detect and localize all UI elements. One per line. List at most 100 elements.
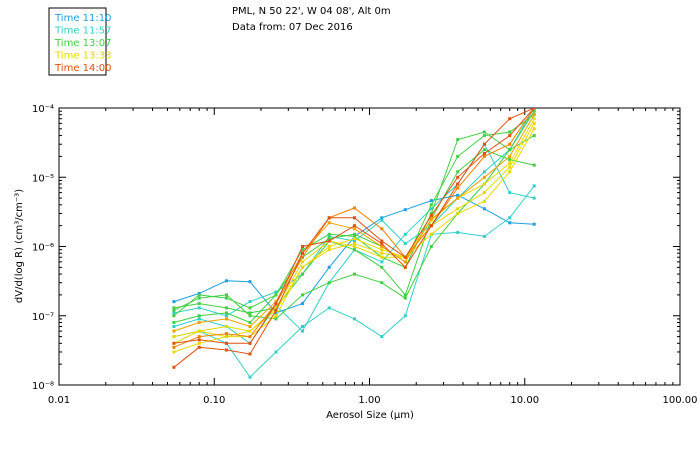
x-tick-label: 0.10 — [203, 395, 225, 406]
data-point — [482, 152, 486, 155]
data-point — [172, 308, 176, 312]
data-point — [353, 317, 356, 321]
data-point — [456, 207, 460, 211]
data-point — [225, 279, 228, 283]
data-point — [274, 350, 278, 354]
data-point — [380, 218, 384, 222]
data-point — [456, 186, 460, 190]
data-point — [380, 227, 384, 231]
data-point — [508, 148, 512, 152]
data-point — [403, 242, 407, 246]
data-point — [327, 306, 331, 310]
data-point — [456, 196, 460, 200]
data-point — [197, 341, 201, 345]
series-14 — [172, 108, 536, 345]
x-axis-label: Aerosol Size (µm) — [326, 410, 414, 421]
data-point — [508, 161, 512, 165]
data-point — [301, 245, 304, 248]
data-point — [327, 281, 331, 285]
data-point — [225, 317, 228, 321]
data-point — [274, 311, 278, 315]
data-point — [380, 260, 384, 264]
legend-entry: Time 13:33 — [54, 51, 111, 62]
data-point — [482, 130, 486, 134]
data-point — [197, 321, 201, 324]
data-point — [327, 248, 331, 252]
data-point — [172, 329, 176, 333]
data-point — [172, 306, 176, 310]
data-point — [482, 191, 486, 195]
data-point — [532, 121, 536, 125]
data-point — [508, 117, 512, 121]
data-point — [403, 255, 407, 259]
data-point — [197, 314, 201, 318]
data-point — [532, 163, 536, 167]
data-point — [301, 260, 304, 264]
data-point — [274, 293, 278, 297]
series-line — [173, 110, 535, 320]
data-point — [301, 302, 304, 306]
axis-ticks — [58, 108, 680, 386]
data-point — [380, 242, 384, 246]
data-point — [225, 341, 228, 345]
data-point — [380, 245, 384, 248]
data-point — [532, 222, 536, 226]
data-point — [301, 325, 304, 328]
data-point — [197, 338, 201, 342]
data-point — [429, 199, 433, 203]
data-point — [429, 217, 433, 221]
data-point — [403, 260, 407, 264]
x-tick-label: 1.00 — [358, 395, 380, 406]
y-tick-label: 10⁻⁸ — [32, 381, 54, 392]
data-point — [248, 375, 252, 379]
data-point — [353, 234, 356, 238]
data-point — [225, 348, 228, 352]
location-text: PML, N 50 22', W 04 08', Alt 0m — [232, 6, 391, 17]
data-point — [482, 170, 486, 174]
data-point — [301, 251, 304, 255]
data-point — [482, 154, 486, 158]
data-point — [482, 199, 486, 203]
data-point — [508, 221, 512, 225]
x-tick-label: 0.01 — [48, 395, 70, 406]
series-1 — [172, 184, 536, 379]
data-point — [380, 251, 384, 255]
data-point — [197, 296, 201, 300]
x-tick-label: 10.00 — [510, 395, 539, 406]
data-point — [172, 321, 176, 324]
data-point — [353, 224, 356, 228]
data-point — [380, 265, 384, 269]
data-point — [380, 281, 384, 285]
data-point — [508, 170, 512, 174]
series-11 — [172, 113, 536, 333]
tick-labels: 0.01 0.10 1.00 10.00 100.00 10⁻⁸ 10⁻⁷ 10⁻⁶ 10⁻⁵ 1… — [32, 104, 698, 406]
data-point — [301, 255, 304, 259]
date-text: Data from: 07 Dec 2016 — [232, 22, 353, 33]
data-point — [380, 239, 384, 243]
data-point — [172, 325, 176, 328]
data-point — [172, 345, 176, 349]
data-point — [403, 208, 407, 212]
data-point — [456, 154, 460, 158]
data-point — [508, 142, 512, 146]
data-point — [532, 117, 536, 121]
data-point — [274, 290, 278, 294]
data-point — [403, 296, 407, 300]
data-point — [248, 321, 252, 324]
data-point — [482, 175, 486, 179]
data-point — [248, 325, 252, 328]
data-point — [327, 216, 331, 220]
data-point — [429, 203, 433, 207]
data-point — [353, 232, 356, 236]
data-point — [403, 232, 407, 236]
data-point — [327, 239, 331, 243]
data-point — [172, 314, 176, 318]
data-point — [353, 239, 356, 243]
data-point — [482, 148, 486, 152]
data-point — [353, 245, 356, 248]
data-point — [403, 314, 407, 318]
legend-entry: Time 11:10 — [54, 13, 111, 24]
data-point — [456, 212, 460, 215]
